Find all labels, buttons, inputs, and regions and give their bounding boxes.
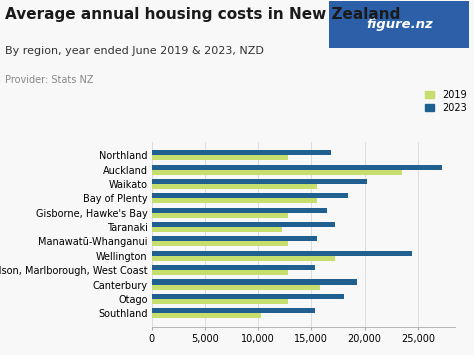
Bar [152,213,288,218]
Bar [152,256,335,261]
Bar [152,170,402,175]
Bar [152,294,344,299]
Text: Average annual housing costs in New Zealand: Average annual housing costs in New Zeal… [5,7,400,22]
Bar [152,208,328,213]
Legend: 2019, 2023: 2019, 2023 [426,90,467,113]
Bar [152,155,288,160]
Bar [152,198,317,203]
Text: figure.nz: figure.nz [366,18,433,31]
Bar [152,184,317,189]
Bar [152,236,317,241]
Text: Provider: Stats NZ: Provider: Stats NZ [5,75,93,84]
Bar [152,270,288,275]
Bar [152,193,347,198]
Bar [152,222,335,227]
Bar [152,279,357,284]
Bar [152,151,330,155]
Bar [152,313,261,318]
Bar [152,165,442,170]
Bar [152,251,412,256]
Bar [152,227,282,232]
Bar [152,265,315,270]
Bar [152,241,288,246]
Bar [152,299,288,304]
Bar [152,179,367,184]
Bar [152,284,320,290]
Text: By region, year ended June 2019 & 2023, NZD: By region, year ended June 2019 & 2023, … [5,46,264,56]
Bar [152,308,315,313]
